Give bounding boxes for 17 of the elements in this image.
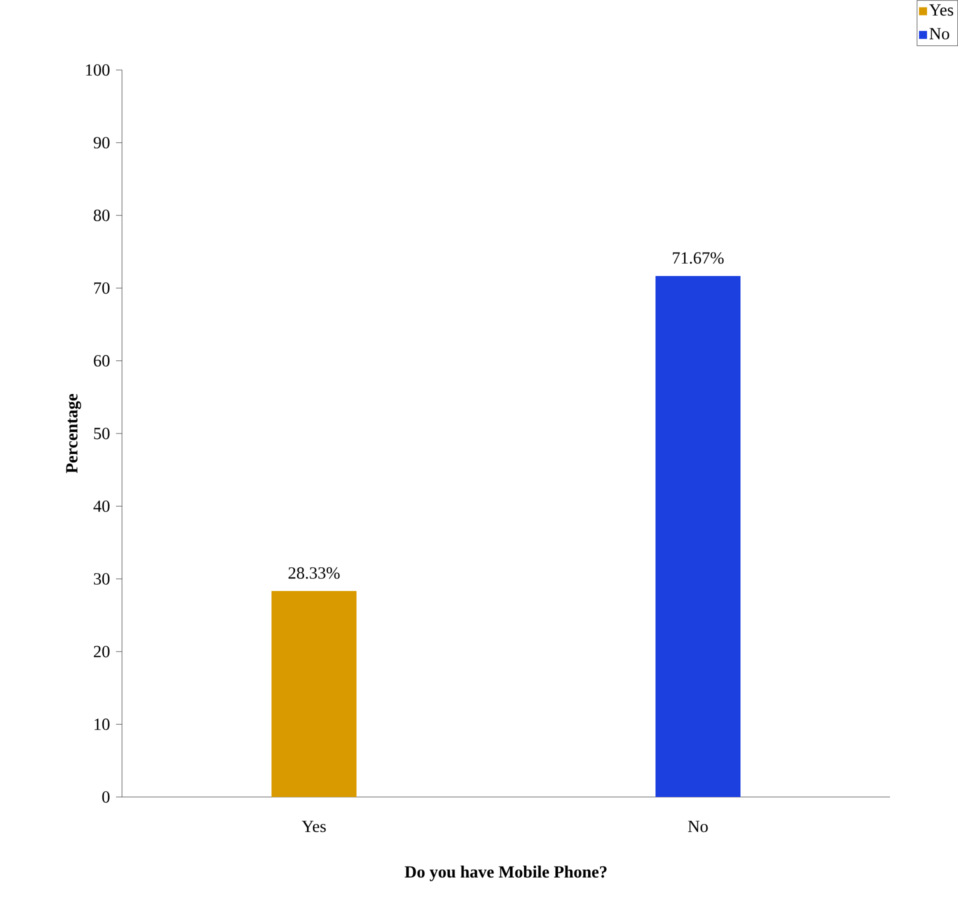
y-tick-label: 80 <box>94 210 110 222</box>
y-tick-label: 90 <box>94 136 110 148</box>
y-tick-label: 30 <box>94 573 110 585</box>
legend-label: No <box>930 28 950 40</box>
data-label: 71.67% <box>672 252 724 264</box>
y-tick-label: 100 <box>86 64 110 76</box>
data-label: 28.33% <box>288 567 340 579</box>
y-axis-title: Percentage <box>66 394 82 474</box>
y-tick-label: 50 <box>94 428 110 440</box>
y-tick-label: 20 <box>94 646 110 658</box>
x-axis-title: Do you have Mobile Phone? <box>404 866 607 882</box>
y-tick-label: 40 <box>93 500 110 512</box>
y-tick-label: 70 <box>94 282 110 294</box>
legend-label: Yes <box>929 4 954 16</box>
y-tick-label: 0 <box>102 791 110 803</box>
y-tick-label: 60 <box>94 355 110 367</box>
y-tick-label: 10 <box>94 718 110 730</box>
